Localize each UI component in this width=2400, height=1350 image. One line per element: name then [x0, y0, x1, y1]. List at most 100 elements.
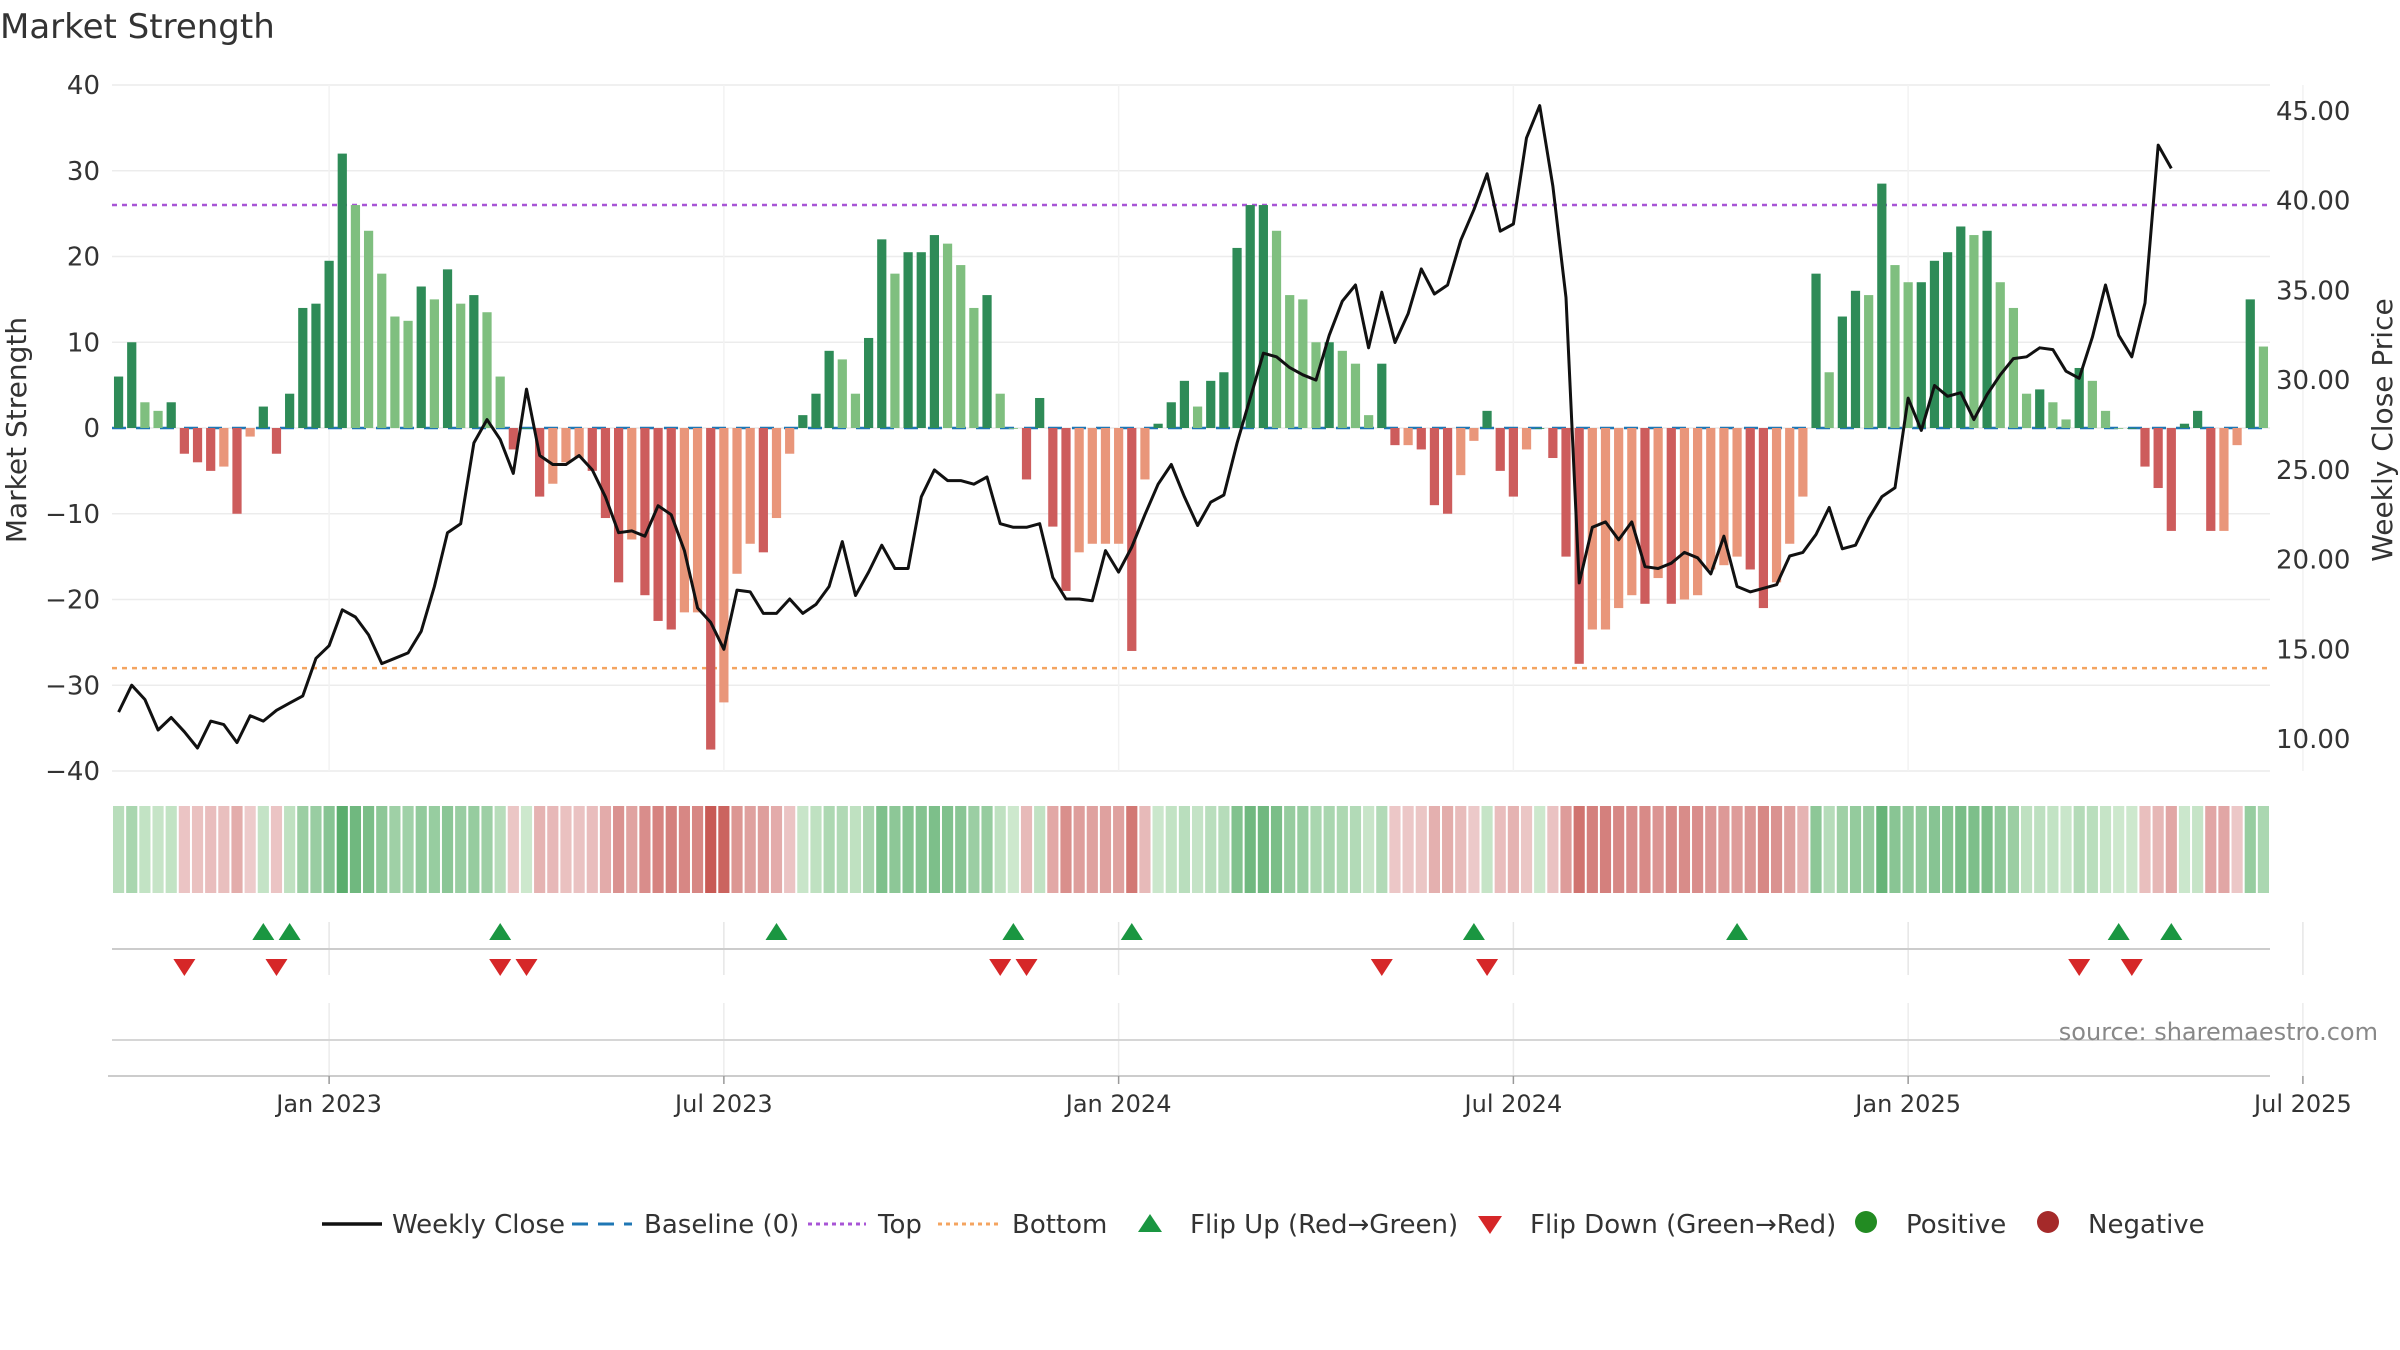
heat-cell	[534, 806, 546, 893]
heat-cell	[152, 806, 164, 893]
heat-cell	[1902, 806, 1914, 893]
y-tick-label: 40	[67, 71, 100, 101]
legend-positive-swatch	[1855, 1211, 1877, 1233]
heat-cell	[494, 806, 506, 893]
flip-up-marker	[1120, 923, 1143, 940]
strength-bar	[732, 428, 742, 574]
heat-cell	[389, 806, 401, 893]
strength-bar	[390, 316, 400, 428]
heat-cell	[2060, 806, 2072, 893]
strength-bar	[1864, 295, 1874, 428]
strength-bar	[613, 428, 624, 583]
strength-bar	[1179, 380, 1190, 428]
heat-cell	[2126, 806, 2138, 893]
heat-cell	[981, 806, 993, 893]
heat-cell	[902, 806, 914, 893]
heat-cell	[560, 806, 572, 893]
heat-cell	[691, 806, 704, 893]
heat-cell	[2007, 806, 2019, 893]
strength-bar	[2193, 410, 2203, 428]
heat-cell	[1731, 806, 1743, 893]
heat-cell	[599, 806, 612, 893]
flip-down-marker	[265, 959, 288, 976]
strength-bar	[2179, 423, 2190, 428]
strength-bar	[1943, 252, 1953, 428]
strength-bar	[166, 402, 176, 428]
strength-bar	[1666, 428, 1676, 604]
strength-bar	[179, 428, 189, 454]
strength-bar	[1390, 428, 1400, 446]
strength-bar	[1508, 428, 1518, 497]
heat-cell	[2205, 806, 2217, 893]
strength-bar	[1074, 428, 1084, 553]
flip-up-marker	[278, 923, 301, 940]
strength-bar	[350, 205, 361, 428]
heat-cell	[757, 806, 769, 893]
heat-cell	[1652, 806, 1664, 893]
heat-cell	[586, 806, 598, 893]
strength-bar	[1206, 380, 1216, 428]
heat-cell	[1613, 806, 1625, 893]
strength-bar	[1600, 428, 1611, 630]
heat-cell	[1099, 806, 1112, 893]
flip-down-marker	[489, 959, 512, 976]
strength-bar	[2127, 428, 2137, 429]
strength-bar	[798, 415, 808, 428]
chart-title: Market Strength	[0, 7, 275, 47]
strength-bar	[271, 428, 282, 454]
strength-bar	[535, 428, 545, 497]
heat-cell	[1757, 806, 1769, 893]
strength-bar	[1627, 428, 1637, 596]
heat-cell	[1073, 806, 1085, 893]
strength-bar	[1298, 299, 1308, 428]
flip-down-marker	[1370, 959, 1393, 976]
heat-cell	[178, 806, 190, 893]
heat-cell	[678, 806, 690, 893]
heat-cell	[1349, 806, 1362, 893]
heat-cell	[349, 806, 362, 893]
heat-cell	[2244, 806, 2256, 893]
heat-cell	[2192, 806, 2204, 893]
heat-cell	[2086, 806, 2098, 893]
strength-bar	[206, 428, 216, 471]
strength-bar	[1692, 428, 1703, 596]
strength-bar	[1350, 363, 1361, 428]
heat-cell	[284, 806, 296, 893]
strength-bar	[258, 406, 268, 428]
heat-cell	[1113, 806, 1125, 893]
x-tick-label: Jan 2025	[1853, 1090, 1961, 1118]
heat-cell	[218, 806, 230, 893]
heat-cell	[1744, 806, 1756, 893]
heat-cell	[1047, 806, 1059, 893]
heat-cell	[2034, 806, 2046, 893]
flip-down-marker	[1015, 959, 1038, 976]
heat-cell	[1323, 806, 1335, 893]
heat-cell	[1573, 806, 1585, 893]
strength-bar	[2219, 428, 2229, 531]
strength-bar	[929, 235, 940, 428]
strength-bar	[1232, 247, 1242, 428]
strength-bar	[982, 295, 992, 428]
legend-baseline-label: Baseline (0)	[644, 1210, 799, 1240]
y-tick-label: −10	[45, 500, 100, 530]
strength-bar	[785, 428, 795, 454]
x-tick-label: Jul 2024	[1463, 1090, 1563, 1118]
weekly-close-line-group	[117, 104, 2173, 750]
heat-cell	[1007, 806, 1019, 893]
heat-cell	[1192, 806, 1204, 893]
heat-cell	[1218, 806, 1230, 893]
strength-bar	[1798, 428, 1808, 497]
strength-bar	[2232, 428, 2242, 446]
heat-cell	[1244, 806, 1256, 893]
heat-cell	[928, 806, 940, 893]
strength-bar	[1995, 282, 2005, 428]
x-tick-label: Jan 2024	[1064, 1090, 1172, 1118]
strength-bar	[2153, 428, 2163, 489]
strength-bar	[1271, 230, 1282, 428]
heat-cell	[797, 806, 809, 893]
strength-bar	[403, 320, 413, 428]
strength-bar	[1561, 428, 1571, 557]
strength-bar	[719, 428, 729, 703]
heat-cell	[270, 806, 283, 893]
strength-bar	[2021, 393, 2032, 428]
